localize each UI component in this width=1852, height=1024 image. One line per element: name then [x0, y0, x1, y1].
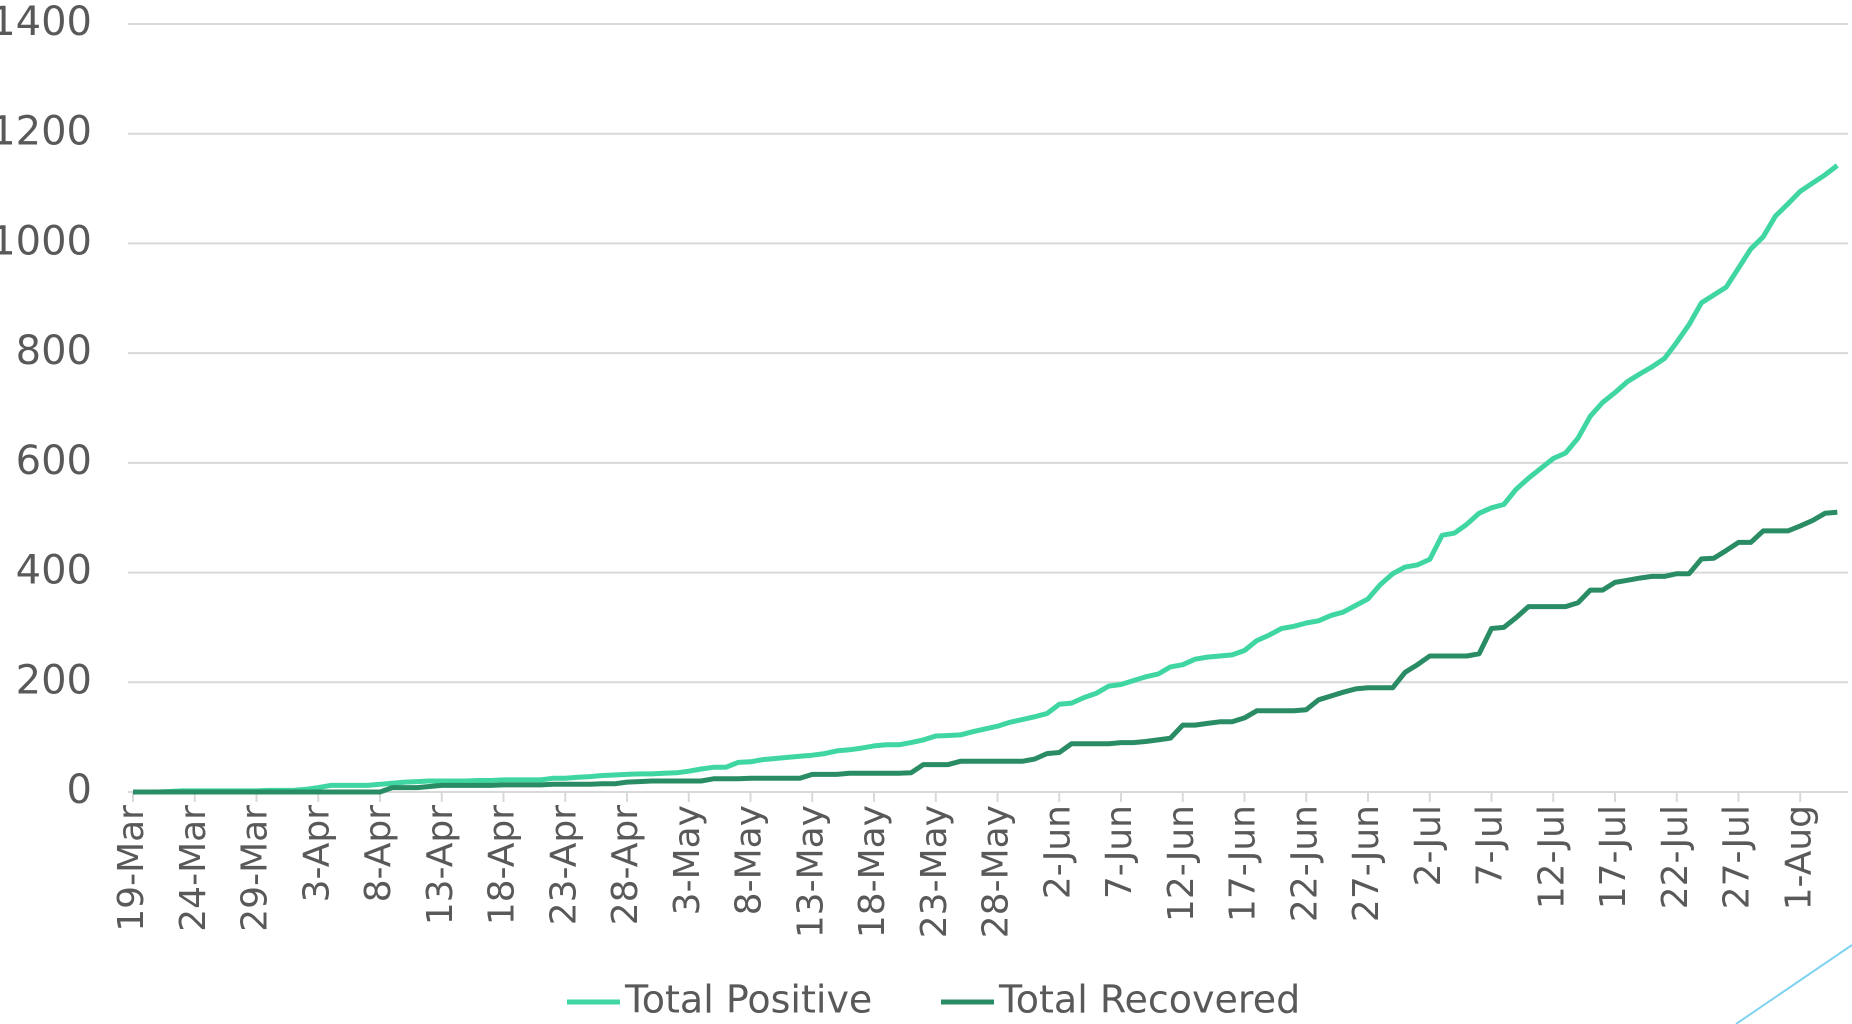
x-tick-label: 7-Jun — [1099, 805, 1140, 899]
x-tick-label: 2-Jun — [1037, 805, 1078, 899]
y-tick-label: 200 — [16, 657, 92, 703]
decoration — [1735, 944, 1852, 1024]
legend-label: Total Recovered — [998, 978, 1300, 1022]
x-tick-label: 27-Jun — [1346, 805, 1387, 922]
y-tick-label: 1000 — [0, 218, 92, 264]
y-tick-label: 600 — [16, 438, 92, 484]
x-tick-label: 29-Mar — [235, 805, 276, 932]
x-tick-label: 3-Apr — [296, 805, 337, 903]
y-tick-label: 0 — [67, 767, 92, 813]
x-tick-label: 17-Jul — [1593, 805, 1634, 909]
x-tick-label: 8-Apr — [358, 805, 399, 903]
x-tick-label: 23-May — [914, 805, 955, 938]
y-tick-label: 400 — [16, 548, 92, 594]
line-series — [133, 509, 1838, 795]
x-tick-label: 12-Jul — [1531, 805, 1572, 909]
x-tick-label: 28-May — [976, 805, 1017, 938]
x-tick-label: 1-Aug — [1778, 805, 1819, 910]
x-tick-label: 22-Jun — [1284, 805, 1325, 922]
x-tick-label: 22-Jul — [1655, 805, 1696, 909]
x-tick-label: 23-Apr — [543, 805, 584, 925]
x-tick-label: 19-Mar — [111, 805, 152, 932]
y-tick-label: 800 — [16, 328, 92, 374]
x-tick-label: 17-Jun — [1223, 805, 1264, 922]
x-tick-label: 7-Jul — [1470, 805, 1511, 886]
legend-label: Total Positive — [624, 978, 872, 1022]
x-tick-label: 18-Apr — [482, 805, 523, 925]
x-tick-label: 18-May — [852, 805, 893, 938]
x-tick-label: 8-May — [729, 805, 770, 915]
x-tick-label: 12-Jun — [1161, 805, 1202, 922]
x-tick-label: 27-Jul — [1717, 805, 1758, 909]
x-tick-label: 13-May — [790, 805, 831, 938]
x-tick-label: 3-May — [667, 805, 708, 915]
x-tick-label: 2-Jul — [1408, 805, 1449, 886]
y-tick-label: 1400 — [0, 0, 92, 45]
x-tick-label: 24-Mar — [173, 805, 214, 932]
x-tick-label: 13-Apr — [420, 805, 461, 925]
y-tick-label: 1200 — [0, 109, 92, 155]
x-tick-label: 28-Apr — [605, 805, 646, 925]
line-series — [133, 163, 1839, 795]
